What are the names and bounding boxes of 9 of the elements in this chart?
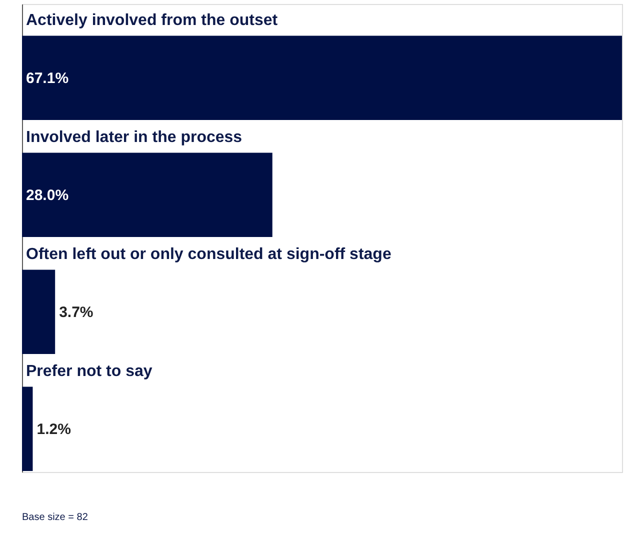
text: Base size = 82 — [22, 512, 88, 523]
y-tick-label: Prefer not to say — [26, 363, 152, 380]
data-label: 3.7% — [59, 304, 94, 321]
data-label: 28.0% — [26, 186, 69, 204]
data-label: 1.2% — [36, 420, 71, 438]
y-tick-label: Actively involved from the outset — [26, 12, 278, 29]
y-tick-label: Often left out or only consulted at sign-off stage — [26, 246, 392, 263]
y-tick-label: Involved later in the process — [26, 129, 242, 146]
data-label: 67.1% — [26, 70, 69, 87]
